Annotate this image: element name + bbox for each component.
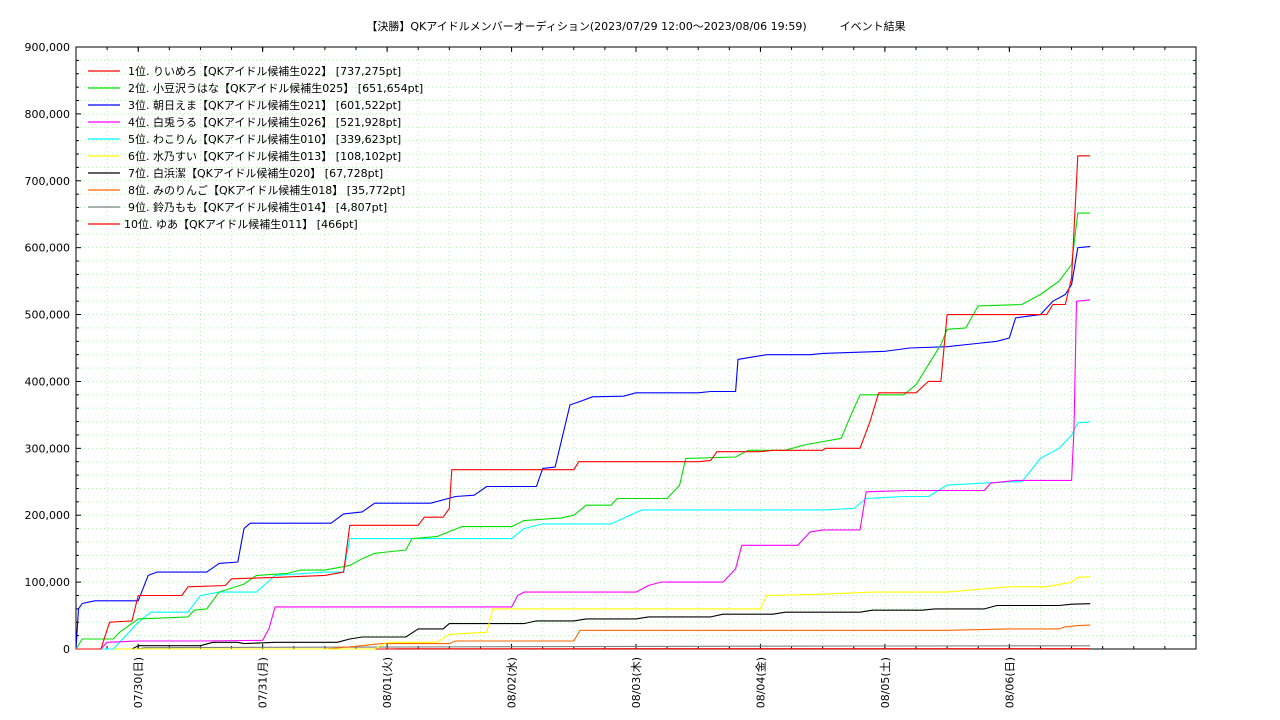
y-tick-label: 500,000 — [25, 309, 71, 322]
chart-title: 【決勝】QKアイドルメンバーオーディション(2023/07/29 12:00～2… — [366, 19, 905, 33]
legend-label: 1位. りいめろ【QKアイドル候補生022】 [737,275pt] — [128, 64, 401, 78]
y-tick-label: 100,000 — [25, 576, 71, 589]
y-tick-label: 200,000 — [25, 509, 71, 522]
x-tick-label: 08/04(金) — [753, 657, 767, 708]
legend-label: 8位. みのりんご【QKアイドル候補生018】 [35,772pt] — [128, 183, 405, 197]
y-tick-label: 0 — [63, 643, 70, 656]
y-tick-label: 600,000 — [25, 242, 71, 255]
series-line — [76, 645, 1091, 650]
y-tick-label: 300,000 — [25, 442, 71, 455]
series-line — [76, 421, 1091, 650]
legend-label: 4位. 白兎うる【QKアイドル候補生026】 [521,928pt] — [128, 115, 401, 129]
x-tick-label: 08/05(土) — [879, 657, 892, 708]
x-tick-label: 08/03(木) — [630, 657, 643, 708]
series-line — [76, 576, 1091, 650]
legend-label: 7位. 白浜潔【QKアイドル候補生020】 [67,728pt] — [128, 166, 383, 180]
x-tick-label: 07/31(月) — [257, 657, 270, 708]
series-line — [76, 155, 1091, 650]
legend-label: 5位. わこりん【QKアイドル候補生010】 [339,623pt] — [128, 132, 401, 146]
y-axis: 0 100,000 200,000 300,000 400,000 500,000 600,… — [25, 41, 1196, 656]
legend-label: 3位. 朝日えま【QKアイドル候補生021】 [601,522pt] — [128, 98, 401, 112]
x-tick-label: 07/30(日) — [132, 657, 145, 708]
grid-lines — [75, 46, 1197, 650]
legend-label: 2位. 小豆沢うはな【QKアイドル候補生025】 [651,654pt] — [128, 81, 423, 95]
legend-label: 10位. ゆあ【QKアイドル候補生011】 [466pt] — [124, 217, 358, 231]
series-line — [76, 603, 1091, 650]
y-tick-label: 700,000 — [25, 175, 71, 188]
x-tick-label: 08/06(日) — [1003, 657, 1016, 708]
legend-label: 6位. 水乃すい【QKアイドル候補生013】 [108,102pt] — [128, 149, 401, 163]
y-tick-label: 800,000 — [25, 108, 71, 121]
x-tick-label: 08/02(水) — [506, 657, 519, 708]
legend: 1位. りいめろ【QKアイドル候補生022】 [737,275pt] 2位. 小豆… — [88, 64, 423, 231]
x-tick-label: 08/01(火) — [381, 657, 394, 708]
legend-label: 9位. 鈴乃もも【QKアイドル候補生014】 [4,807pt] — [128, 200, 387, 214]
x-axis: 07/30(日) 07/31(月) 08/01(火) 08/02(水) 08/03(木)… — [75, 47, 1197, 708]
series-lines — [75, 155, 1091, 650]
y-tick-label: 400,000 — [25, 375, 71, 388]
series-line — [76, 624, 1091, 650]
series-line — [75, 212, 1091, 650]
y-tick-label: 900,000 — [25, 41, 71, 54]
series-line — [76, 299, 1091, 650]
series-line — [75, 246, 1091, 650]
